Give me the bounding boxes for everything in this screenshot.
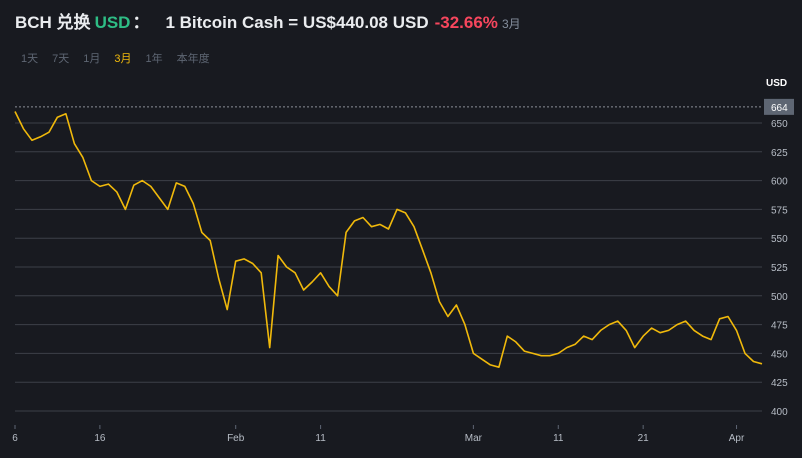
y-tick-label: 500 [771, 292, 788, 303]
price-line [14, 111, 763, 368]
tab-3m[interactable]: 3月 [114, 53, 132, 65]
chart-header: BCH 兑换 USD ： 1 Bitcoin Cash = US$440.08 … [15, 8, 521, 32]
y-tick-label: 575 [771, 205, 788, 216]
y-tick-label: 625 [771, 148, 788, 159]
y-tick-label: 425 [771, 378, 788, 389]
tab-1m[interactable]: 1月 [83, 53, 101, 65]
y-tick-label: 550 [771, 234, 788, 245]
high-marker-badge [764, 98, 794, 115]
y-tick-label: 475 [771, 321, 788, 332]
x-tick-label: 11 [315, 433, 326, 444]
x-tick-label: Mar [465, 433, 483, 444]
tab-ytd[interactable]: 本年度 [176, 53, 210, 65]
tab-7d[interactable]: 7天 [52, 53, 70, 65]
period-label: 3月 [501, 17, 521, 31]
y-tick-label: 650 [771, 119, 788, 130]
tab-1d[interactable]: 1天 [21, 53, 39, 65]
tab-1y[interactable]: 1年 [145, 53, 163, 65]
price-change: -32.66% [434, 13, 498, 32]
exchange-rate: 1 Bitcoin Cash = US$440.08 USD [165, 13, 429, 32]
x-tick-label: 16 [94, 433, 106, 444]
high-marker-label: 664 [771, 103, 788, 114]
y-tick-label: 525 [771, 263, 788, 274]
quote-currency[interactable]: USD [94, 13, 131, 32]
x-tick-label: 6 [12, 433, 18, 444]
header-colon: ： [132, 13, 150, 32]
y-tick-label: 400 [771, 407, 788, 418]
x-tick-label: 21 [638, 433, 650, 444]
y-unit-label: USD [766, 78, 787, 89]
y-tick-label: 450 [771, 349, 788, 360]
pair-title: BCH 兑换 [15, 13, 91, 32]
y-tick-label: 600 [771, 177, 788, 188]
x-tick-label: Feb [227, 433, 245, 444]
timeframe-tabs: 1天 7天 1月 3月 1年 本年度 [14, 48, 217, 68]
x-tick-label: Apr [729, 433, 745, 444]
x-tick-label: 11 [553, 433, 564, 444]
